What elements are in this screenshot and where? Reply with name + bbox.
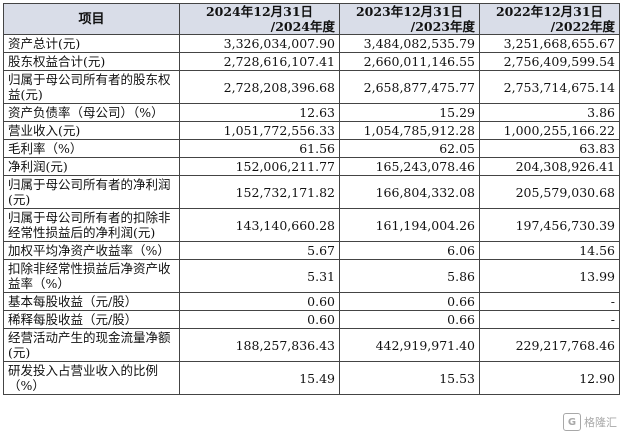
table-row: 研发投入占营业收入的比例（%） 15.49 15.53 12.90 xyxy=(3,361,620,395)
cell-2022: 3,251,668,655.67 xyxy=(479,34,620,53)
cell-2023: 0.66 xyxy=(339,292,480,311)
table-row: 加权平均净资产收益率（%） 5.67 6.06 14.56 xyxy=(3,241,620,260)
row-label: 资产总计(元) xyxy=(3,34,180,53)
cell-2022: 205,579,030.68 xyxy=(479,175,620,209)
header-2024-period: /2024年度 xyxy=(270,19,335,34)
header-2023-date: 2023年12月31日 xyxy=(355,4,464,19)
cell-2023: 0.66 xyxy=(339,310,480,329)
cell-2024: 5.67 xyxy=(179,241,340,260)
header-item: 项目 xyxy=(3,3,180,35)
table-row: 净利润(元) 152,006,211.77 165,243,078.46 204… xyxy=(3,157,620,176)
row-label: 加权平均净资产收益率（%） xyxy=(3,241,180,260)
header-2023: 2023年12月31日 /2023年度 xyxy=(339,3,480,35)
financial-table-container: 项目 2024年12月31日 /2024年度 2023年12月31日 /2023… xyxy=(3,3,620,395)
cell-2023: 5.86 xyxy=(339,259,480,293)
row-label: 净利润(元) xyxy=(3,157,180,176)
header-2024-date: 2024年12月31日 xyxy=(205,4,314,19)
cell-2022: 3.86 xyxy=(479,103,620,122)
cell-2023: 161,194,004.26 xyxy=(339,208,480,242)
cell-2023: 166,804,332.08 xyxy=(339,175,480,209)
row-label: 毛利率（%） xyxy=(3,139,180,158)
table-row: 归属于母公司所有者的扣除非经常性损益后的净利润(元) 143,140,660.2… xyxy=(3,208,620,242)
cell-2024: 1,051,772,556.33 xyxy=(179,121,340,140)
row-label: 基本每股收益（元/股） xyxy=(3,292,180,311)
table-row: 营业收入(元) 1,051,772,556.33 1,054,785,912.2… xyxy=(3,121,620,140)
cell-2022: 2,756,409,599.54 xyxy=(479,52,620,71)
cell-2022: 229,217,768.46 xyxy=(479,328,620,362)
table-row: 毛利率（%） 61.56 62.05 63.83 xyxy=(3,139,620,158)
logo-icon: G xyxy=(563,413,581,431)
table-row: 经营活动产生的现金流量净额(元) 188,257,836.43 442,919,… xyxy=(3,328,620,362)
cell-2024: 0.60 xyxy=(179,310,340,329)
header-2023-period: /2023年度 xyxy=(410,19,475,34)
cell-2022: - xyxy=(479,310,620,329)
cell-2024: 2,728,208,396.68 xyxy=(179,70,340,104)
financial-indicators-table: 项目 2024年12月31日 /2024年度 2023年12月31日 /2023… xyxy=(3,3,620,395)
cell-2023: 2,658,877,475.77 xyxy=(339,70,480,104)
row-label: 研发投入占营业收入的比例（%） xyxy=(3,361,180,395)
cell-2024: 2,728,616,107.41 xyxy=(179,52,340,71)
row-label: 稀释每股收益（元/股） xyxy=(3,310,180,329)
table-row: 稀释每股收益（元/股） 0.60 0.66 - xyxy=(3,310,620,329)
row-label: 归属于母公司所有者的净利润(元) xyxy=(3,175,180,209)
row-label: 扣除非经常性损益后净资产收益率（%） xyxy=(3,259,180,293)
watermark-logo: G 格隆汇 xyxy=(563,413,617,431)
cell-2022: 2,753,714,675.14 xyxy=(479,70,620,104)
cell-2022: 14.56 xyxy=(479,241,620,260)
cell-2023: 3,484,082,535.79 xyxy=(339,34,480,53)
cell-2023: 2,660,011,146.55 xyxy=(339,52,480,71)
cell-2023: 1,054,785,912.28 xyxy=(339,121,480,140)
table-row: 资产负债率（母公司）（%） 12.63 15.29 3.86 xyxy=(3,103,620,122)
header-2024: 2024年12月31日 /2024年度 xyxy=(179,3,340,35)
cell-2023: 62.05 xyxy=(339,139,480,158)
cell-2024: 3,326,034,007.90 xyxy=(179,34,340,53)
cell-2024: 5.31 xyxy=(179,259,340,293)
cell-2023: 442,919,971.40 xyxy=(339,328,480,362)
cell-2022: - xyxy=(479,292,620,311)
cell-2023: 15.53 xyxy=(339,361,480,395)
cell-2022: 63.83 xyxy=(479,139,620,158)
cell-2024: 0.60 xyxy=(179,292,340,311)
table-row: 资产总计(元) 3,326,034,007.90 3,484,082,535.7… xyxy=(3,34,620,53)
table-header-row: 项目 2024年12月31日 /2024年度 2023年12月31日 /2023… xyxy=(3,3,620,35)
header-2022: 2022年12月31日 /2022年度 xyxy=(479,3,620,35)
table-row: 扣除非经常性损益后净资产收益率（%） 5.31 5.86 13.99 xyxy=(3,259,620,293)
row-label: 营业收入(元) xyxy=(3,121,180,140)
cell-2024: 12.63 xyxy=(179,103,340,122)
row-label: 归属于母公司所有者的股东权益(元) xyxy=(3,70,180,104)
cell-2022: 1,000,255,166.22 xyxy=(479,121,620,140)
cell-2022: 13.99 xyxy=(479,259,620,293)
cell-2022: 12.90 xyxy=(479,361,620,395)
cell-2023: 6.06 xyxy=(339,241,480,260)
cell-2022: 204,308,926.41 xyxy=(479,157,620,176)
cell-2024: 188,257,836.43 xyxy=(179,328,340,362)
cell-2022: 197,456,730.39 xyxy=(479,208,620,242)
row-label: 归属于母公司所有者的扣除非经常性损益后的净利润(元) xyxy=(3,208,180,242)
cell-2024: 15.49 xyxy=(179,361,340,395)
table-row: 归属于母公司所有者的股东权益(元) 2,728,208,396.68 2,658… xyxy=(3,70,620,104)
cell-2023: 165,243,078.46 xyxy=(339,157,480,176)
cell-2024: 143,140,660.28 xyxy=(179,208,340,242)
row-label: 经营活动产生的现金流量净额(元) xyxy=(3,328,180,362)
cell-2024: 152,006,211.77 xyxy=(179,157,340,176)
watermark-text: 格隆汇 xyxy=(584,416,617,429)
table-row: 归属于母公司所有者的净利润(元) 152,732,171.82 166,804,… xyxy=(3,175,620,209)
row-label: 股东权益合计(元) xyxy=(3,52,180,71)
table-row: 股东权益合计(元) 2,728,616,107.41 2,660,011,146… xyxy=(3,52,620,71)
header-2022-date: 2022年12月31日 xyxy=(495,4,604,19)
header-2022-period: /2022年度 xyxy=(550,19,615,34)
cell-2023: 15.29 xyxy=(339,103,480,122)
cell-2024: 152,732,171.82 xyxy=(179,175,340,209)
row-label: 资产负债率（母公司）（%） xyxy=(3,103,180,122)
table-row: 基本每股收益（元/股） 0.60 0.66 - xyxy=(3,292,620,311)
cell-2024: 61.56 xyxy=(179,139,340,158)
